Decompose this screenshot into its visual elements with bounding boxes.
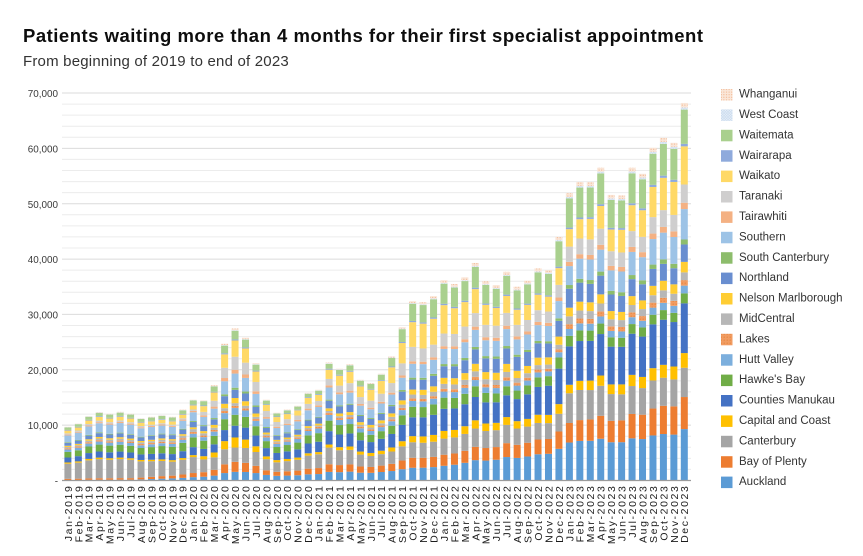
svg-text:70,000: 70,000 (28, 89, 59, 100)
svg-text:Jan-2020: Jan-2020 (188, 485, 200, 542)
svg-text:Oct-2020: Oct-2020 (282, 485, 294, 541)
svg-text:Jan-2023: Jan-2023 (564, 485, 576, 542)
svg-text:Dec-2019: Dec-2019 (178, 485, 190, 543)
svg-text:Mar-2022: Mar-2022 (460, 485, 472, 543)
svg-text:Aug-2021: Aug-2021 (387, 485, 399, 543)
svg-text:Oct-2019: Oct-2019 (157, 485, 169, 541)
svg-text:Jul-2020: Jul-2020 (251, 485, 263, 538)
svg-text:Sep-2021: Sep-2021 (397, 485, 409, 543)
svg-text:Lakes: Lakes (739, 333, 770, 345)
svg-text:Apr-2020: Apr-2020 (220, 485, 232, 541)
svg-text:Jun-2020: Jun-2020 (240, 485, 252, 542)
svg-text:Canterbury: Canterbury (739, 435, 796, 447)
svg-text:Hutt Valley: Hutt Valley (739, 354, 794, 366)
svg-text:Jan-2022: Jan-2022 (439, 485, 451, 542)
svg-text:Dec-2020: Dec-2020 (303, 485, 315, 543)
svg-text:Jul-2019: Jul-2019 (125, 485, 137, 538)
svg-text:Southern: Southern (739, 231, 786, 243)
svg-text:Bay of Plenty: Bay of Plenty (739, 456, 807, 468)
svg-text:Mar-2019: Mar-2019 (84, 485, 96, 543)
svg-text:Nov-2020: Nov-2020 (293, 485, 305, 543)
svg-text:Whanganui: Whanganui (739, 89, 797, 101)
svg-text:Jan-2021: Jan-2021 (314, 485, 326, 542)
svg-text:Dec-2022: Dec-2022 (554, 485, 566, 543)
svg-text:Sep-2023: Sep-2023 (648, 485, 660, 543)
svg-text:Oct-2023: Oct-2023 (658, 485, 670, 541)
svg-text:Nov-2022: Nov-2022 (543, 485, 555, 543)
svg-text:Waikato: Waikato (739, 170, 780, 182)
svg-text:Mar-2020: Mar-2020 (209, 485, 221, 543)
svg-text:South Canterbury: South Canterbury (739, 252, 829, 264)
svg-text:Mar-2021: Mar-2021 (334, 485, 346, 543)
svg-text:Apr-2023: Apr-2023 (596, 485, 608, 541)
svg-text:May-2021: May-2021 (355, 485, 367, 544)
svg-text:Jul-2022: Jul-2022 (502, 485, 514, 538)
svg-text:May-2023: May-2023 (606, 485, 618, 544)
svg-text:Aug-2019: Aug-2019 (136, 485, 148, 543)
svg-text:West Coast: West Coast (739, 109, 799, 121)
svg-text:Feb-2023: Feb-2023 (575, 485, 587, 543)
svg-text:60,000: 60,000 (28, 144, 59, 155)
svg-text:20,000: 20,000 (28, 366, 59, 377)
svg-text:Apr-2019: Apr-2019 (94, 485, 106, 541)
svg-text:Counties Manukau: Counties Manukau (739, 395, 835, 407)
svg-text:Sep-2022: Sep-2022 (522, 485, 534, 543)
svg-text:Aug-2020: Aug-2020 (261, 485, 273, 543)
svg-text:Jun-2023: Jun-2023 (617, 485, 629, 542)
svg-text:Dec-2021: Dec-2021 (428, 485, 440, 543)
svg-text:Jul-2021: Jul-2021 (376, 485, 388, 538)
svg-text:30,000: 30,000 (28, 311, 59, 322)
svg-text:May-2022: May-2022 (481, 485, 493, 544)
svg-text:Nov-2023: Nov-2023 (669, 485, 681, 543)
svg-text:Capital and Coast: Capital and Coast (739, 415, 831, 427)
svg-text:Tairawhiti: Tairawhiti (739, 211, 787, 223)
svg-text:Sep-2020: Sep-2020 (272, 485, 284, 543)
svg-text:Oct-2022: Oct-2022 (533, 485, 545, 541)
svg-text:Waitemata: Waitemata (739, 129, 794, 141)
svg-text:Apr-2022: Apr-2022 (470, 485, 482, 541)
svg-text:40,000: 40,000 (28, 255, 59, 266)
svg-text:May-2020: May-2020 (230, 485, 242, 544)
svg-text:Nelson Marlborough: Nelson Marlborough (739, 293, 843, 305)
svg-text:Taranaki: Taranaki (739, 191, 782, 203)
svg-text:Jun-2021: Jun-2021 (366, 485, 378, 542)
svg-text:Mar-2023: Mar-2023 (585, 485, 597, 543)
svg-text:Jun-2022: Jun-2022 (491, 485, 503, 542)
svg-text:Feb-2021: Feb-2021 (324, 485, 336, 543)
svg-text:Northland: Northland (739, 272, 789, 284)
svg-text:Hawke's Bay: Hawke's Bay (739, 374, 805, 386)
svg-text:Jan-2019: Jan-2019 (63, 485, 75, 542)
svg-text:Feb-2019: Feb-2019 (73, 485, 85, 543)
svg-text:Feb-2022: Feb-2022 (449, 485, 461, 543)
svg-text:Wairarapa: Wairarapa (739, 150, 792, 162)
svg-text:Jul-2023: Jul-2023 (627, 485, 639, 538)
svg-text:Aug-2022: Aug-2022 (512, 485, 524, 543)
svg-text:Oct-2021: Oct-2021 (408, 485, 420, 541)
svg-text:Feb-2020: Feb-2020 (199, 485, 211, 543)
svg-text:Nov-2019: Nov-2019 (167, 485, 179, 543)
svg-text:Apr-2021: Apr-2021 (345, 485, 357, 541)
svg-text:MidCentral: MidCentral (739, 313, 795, 325)
svg-text:Nov-2021: Nov-2021 (418, 485, 430, 543)
svg-text:50,000: 50,000 (28, 200, 59, 211)
svg-text:Sep-2019: Sep-2019 (146, 485, 158, 543)
svg-text:May-2019: May-2019 (105, 485, 117, 544)
svg-text:-: - (55, 477, 58, 488)
svg-text:Dec-2023: Dec-2023 (679, 485, 691, 543)
svg-text:Aug-2023: Aug-2023 (637, 485, 649, 543)
svg-text:Auckland: Auckland (739, 476, 786, 488)
svg-text:Jun-2019: Jun-2019 (115, 485, 127, 542)
svg-text:10,000: 10,000 (28, 421, 59, 432)
